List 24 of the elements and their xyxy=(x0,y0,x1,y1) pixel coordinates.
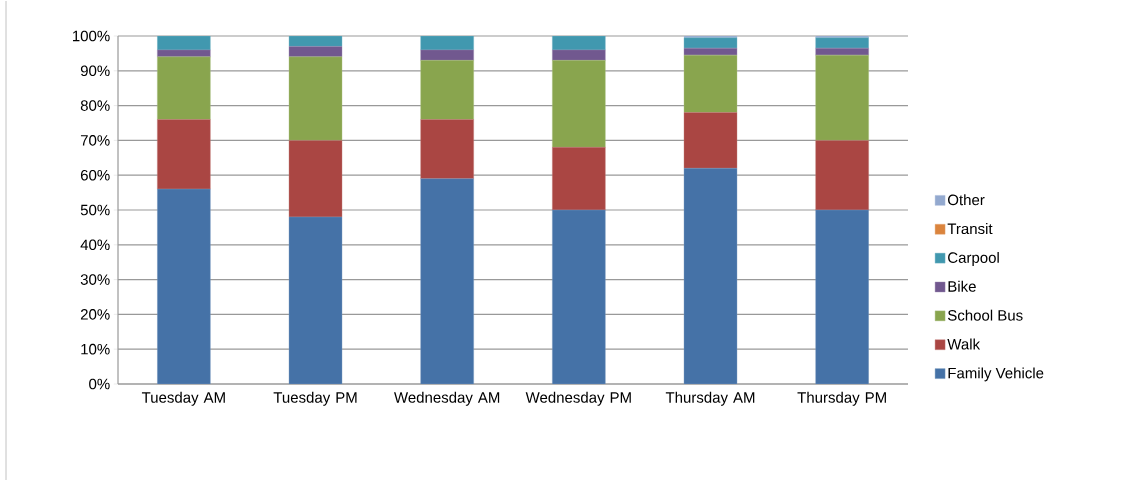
y-tick-label: 30% xyxy=(80,274,110,285)
y-tick-label: 20% xyxy=(80,309,110,320)
y-tick-label: 0% xyxy=(89,378,110,390)
x-tick-label: Tuesday PM xyxy=(273,391,357,406)
x-tick-label: Thursday AM xyxy=(665,391,755,406)
legend-label: School Bus xyxy=(947,309,1023,321)
legend-label: Transit xyxy=(947,223,993,235)
y-tick-label: 40% xyxy=(80,239,110,251)
x-tick-label: Wednesday PM xyxy=(525,391,631,406)
legend-label: Other xyxy=(948,194,985,206)
y-tick-label: 90% xyxy=(80,65,110,77)
legend-label: Bike xyxy=(948,280,976,292)
y-tick-label: 60% xyxy=(80,169,110,181)
y-tick-label: 70% xyxy=(80,135,110,146)
y-tick-label: 10% xyxy=(81,343,110,355)
x-tick-label: Tuesday AM xyxy=(141,391,225,406)
y-tick-label: 80% xyxy=(80,100,110,111)
y-tick-label: 50% xyxy=(80,204,110,216)
legend-label: Family Vehicle xyxy=(948,367,1044,382)
x-tick-label: Thursday PM xyxy=(797,391,886,406)
legend-label: Carpool xyxy=(948,251,999,266)
legend-label: Walk xyxy=(947,338,981,350)
y-tick-label: 100% xyxy=(72,30,110,42)
x-tick-label: Wednesday AM xyxy=(394,391,500,406)
